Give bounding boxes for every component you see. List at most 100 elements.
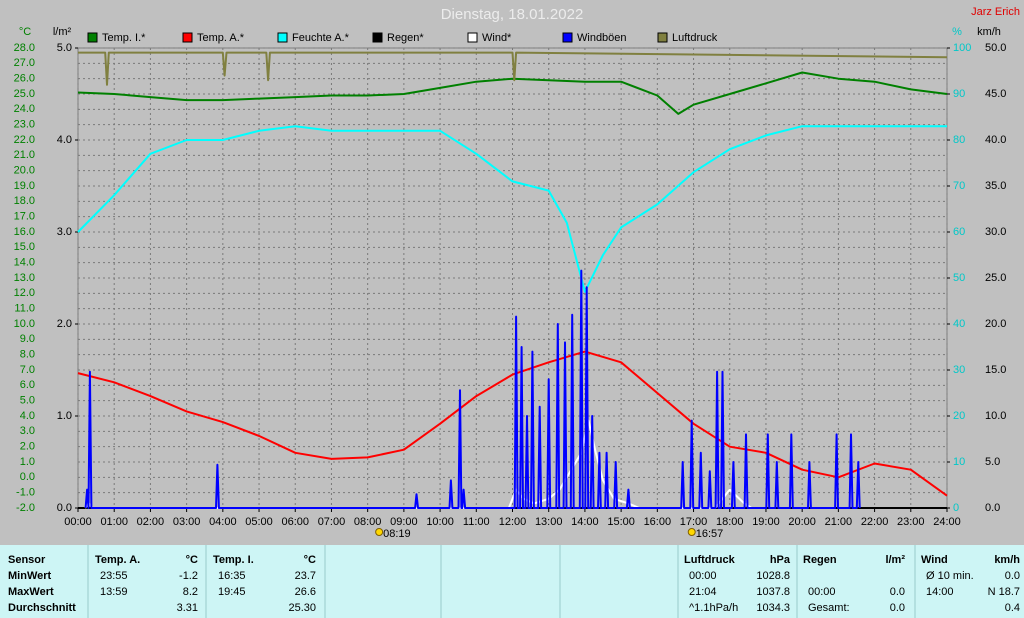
x-tick-label: 10:00	[426, 516, 454, 528]
cell-time: Gesamt:	[808, 602, 850, 614]
cell-value: 1034.3	[756, 602, 790, 614]
cell-time: Ø 10 min.	[926, 570, 974, 582]
legend-label: Regen*	[387, 32, 424, 44]
y-tick-label: 25.0	[985, 272, 1006, 284]
cell-value: 1028.8	[756, 570, 790, 582]
y-tick-label: 22.0	[14, 134, 35, 146]
cell-value: 26.6	[295, 586, 316, 598]
series-line	[77, 125, 947, 293]
x-tick-label: 06:00	[281, 516, 309, 528]
row-label: MaxWert	[8, 586, 54, 598]
y-tick-label: 45.0	[985, 88, 1006, 100]
legend-swatch	[562, 32, 573, 43]
cell-value: 25.30	[288, 602, 316, 614]
y-tick-label: 2.0	[57, 318, 72, 330]
y-tick-label: 23.0	[14, 119, 35, 131]
column-header: Temp. I.	[213, 554, 254, 566]
y-tick-label: 40	[953, 318, 965, 330]
y-tick-label: 5.0	[20, 395, 35, 407]
column-unit: °C	[304, 554, 316, 566]
y-tick-label: 20.0	[985, 318, 1006, 330]
y-tick-label: 13.0	[14, 272, 35, 284]
y-tick-label: 25.0	[14, 88, 35, 100]
column-header: Wind	[921, 554, 948, 566]
series-line	[84, 269, 861, 509]
cell-value: 23.7	[295, 570, 316, 582]
x-tick-label: 11:00	[463, 516, 490, 528]
y-tick-label: 9.0	[20, 333, 35, 345]
series-line	[77, 350, 948, 497]
cell-time: 00:00	[808, 586, 836, 598]
y-tick-label: 0.0	[20, 471, 35, 483]
y-tick-label: 5.0	[57, 42, 72, 54]
series-line	[77, 71, 948, 115]
axis-unit: %	[952, 26, 962, 38]
chart-title: Dienstag, 18.01.2022	[441, 6, 584, 23]
y-tick-label: 27.0	[14, 57, 35, 69]
column-unit: l/m²	[885, 554, 905, 566]
x-tick-label: 02:00	[137, 516, 165, 528]
cell-value: 1037.8	[756, 586, 790, 598]
y-tick-label: 1.0	[20, 456, 35, 468]
y-tick-label: 19.0	[14, 180, 35, 192]
y-tick-label: 17.0	[14, 211, 35, 223]
y-tick-label: 16.0	[14, 226, 35, 238]
axis-unit: l/m²	[53, 26, 72, 38]
cell-time: 00:00	[689, 570, 717, 582]
y-tick-label: 18.0	[14, 195, 35, 207]
y-tick-label: 50	[953, 272, 965, 284]
legend-swatch	[182, 32, 193, 43]
x-tick-label: 24:00	[933, 516, 961, 528]
column-unit: km/h	[994, 554, 1020, 566]
y-tick-label: 3.0	[20, 425, 35, 437]
legend-swatch	[467, 32, 478, 43]
author: Jarz Erich	[971, 6, 1020, 18]
y-tick-label: 0.0	[985, 502, 1000, 514]
x-tick-label: 13:00	[535, 516, 563, 528]
cell-time: 19:45	[218, 586, 246, 598]
y-tick-label: 10.0	[985, 410, 1006, 422]
axis-unit: km/h	[977, 26, 1001, 38]
y-tick-label: 10.0	[14, 318, 35, 330]
cell-value: 0.0	[890, 586, 905, 598]
legend-swatch	[277, 32, 288, 43]
y-tick-label: 28.0	[14, 42, 35, 54]
y-tick-label: 80	[953, 134, 965, 146]
y-tick-label: 70	[953, 180, 965, 192]
x-tick-label: 00:00	[64, 516, 92, 528]
cell-time: 13:59	[100, 586, 128, 598]
y-tick-label: 3.0	[57, 226, 72, 238]
legend-swatch	[87, 32, 98, 43]
y-tick-label: 12.0	[14, 287, 35, 299]
y-tick-label: 4.0	[20, 410, 35, 422]
column-header: Regen	[803, 554, 837, 566]
y-tick-label: 11.0	[14, 303, 35, 315]
y-tick-label: 6.0	[20, 379, 35, 391]
cell-time: ^1.1hPa/h	[689, 602, 738, 614]
x-tick-label: 16:00	[644, 516, 672, 528]
y-tick-label: 0	[953, 502, 959, 514]
legend-swatch	[657, 32, 668, 43]
axis-unit: °C	[19, 26, 31, 38]
y-tick-label: -1.0	[16, 487, 35, 499]
y-tick-label: 20.0	[14, 165, 35, 177]
legend-label: Temp. I.*	[102, 32, 146, 44]
series-line	[78, 51, 948, 86]
legend-label: Temp. A.*	[197, 32, 245, 44]
x-tick-label: 17:00	[680, 516, 708, 528]
x-tick-label: 21:00	[825, 516, 853, 528]
x-tick-label: 19:00	[752, 516, 780, 528]
y-tick-label: -2.0	[16, 502, 35, 514]
row-label: MinWert	[8, 570, 52, 582]
x-tick-label: 23:00	[897, 516, 925, 528]
x-tick-label: 08:00	[354, 516, 382, 528]
y-tick-label: 30	[953, 364, 965, 376]
y-tick-label: 1.0	[57, 410, 72, 422]
x-tick-label: 05:00	[245, 516, 273, 528]
x-tick-label: 18:00	[716, 516, 744, 528]
cell-time: 21:04	[689, 586, 717, 598]
y-tick-label: 24.0	[14, 103, 35, 115]
cell-time: 16:35	[218, 570, 246, 582]
cell-value: 0.0	[1005, 570, 1020, 582]
